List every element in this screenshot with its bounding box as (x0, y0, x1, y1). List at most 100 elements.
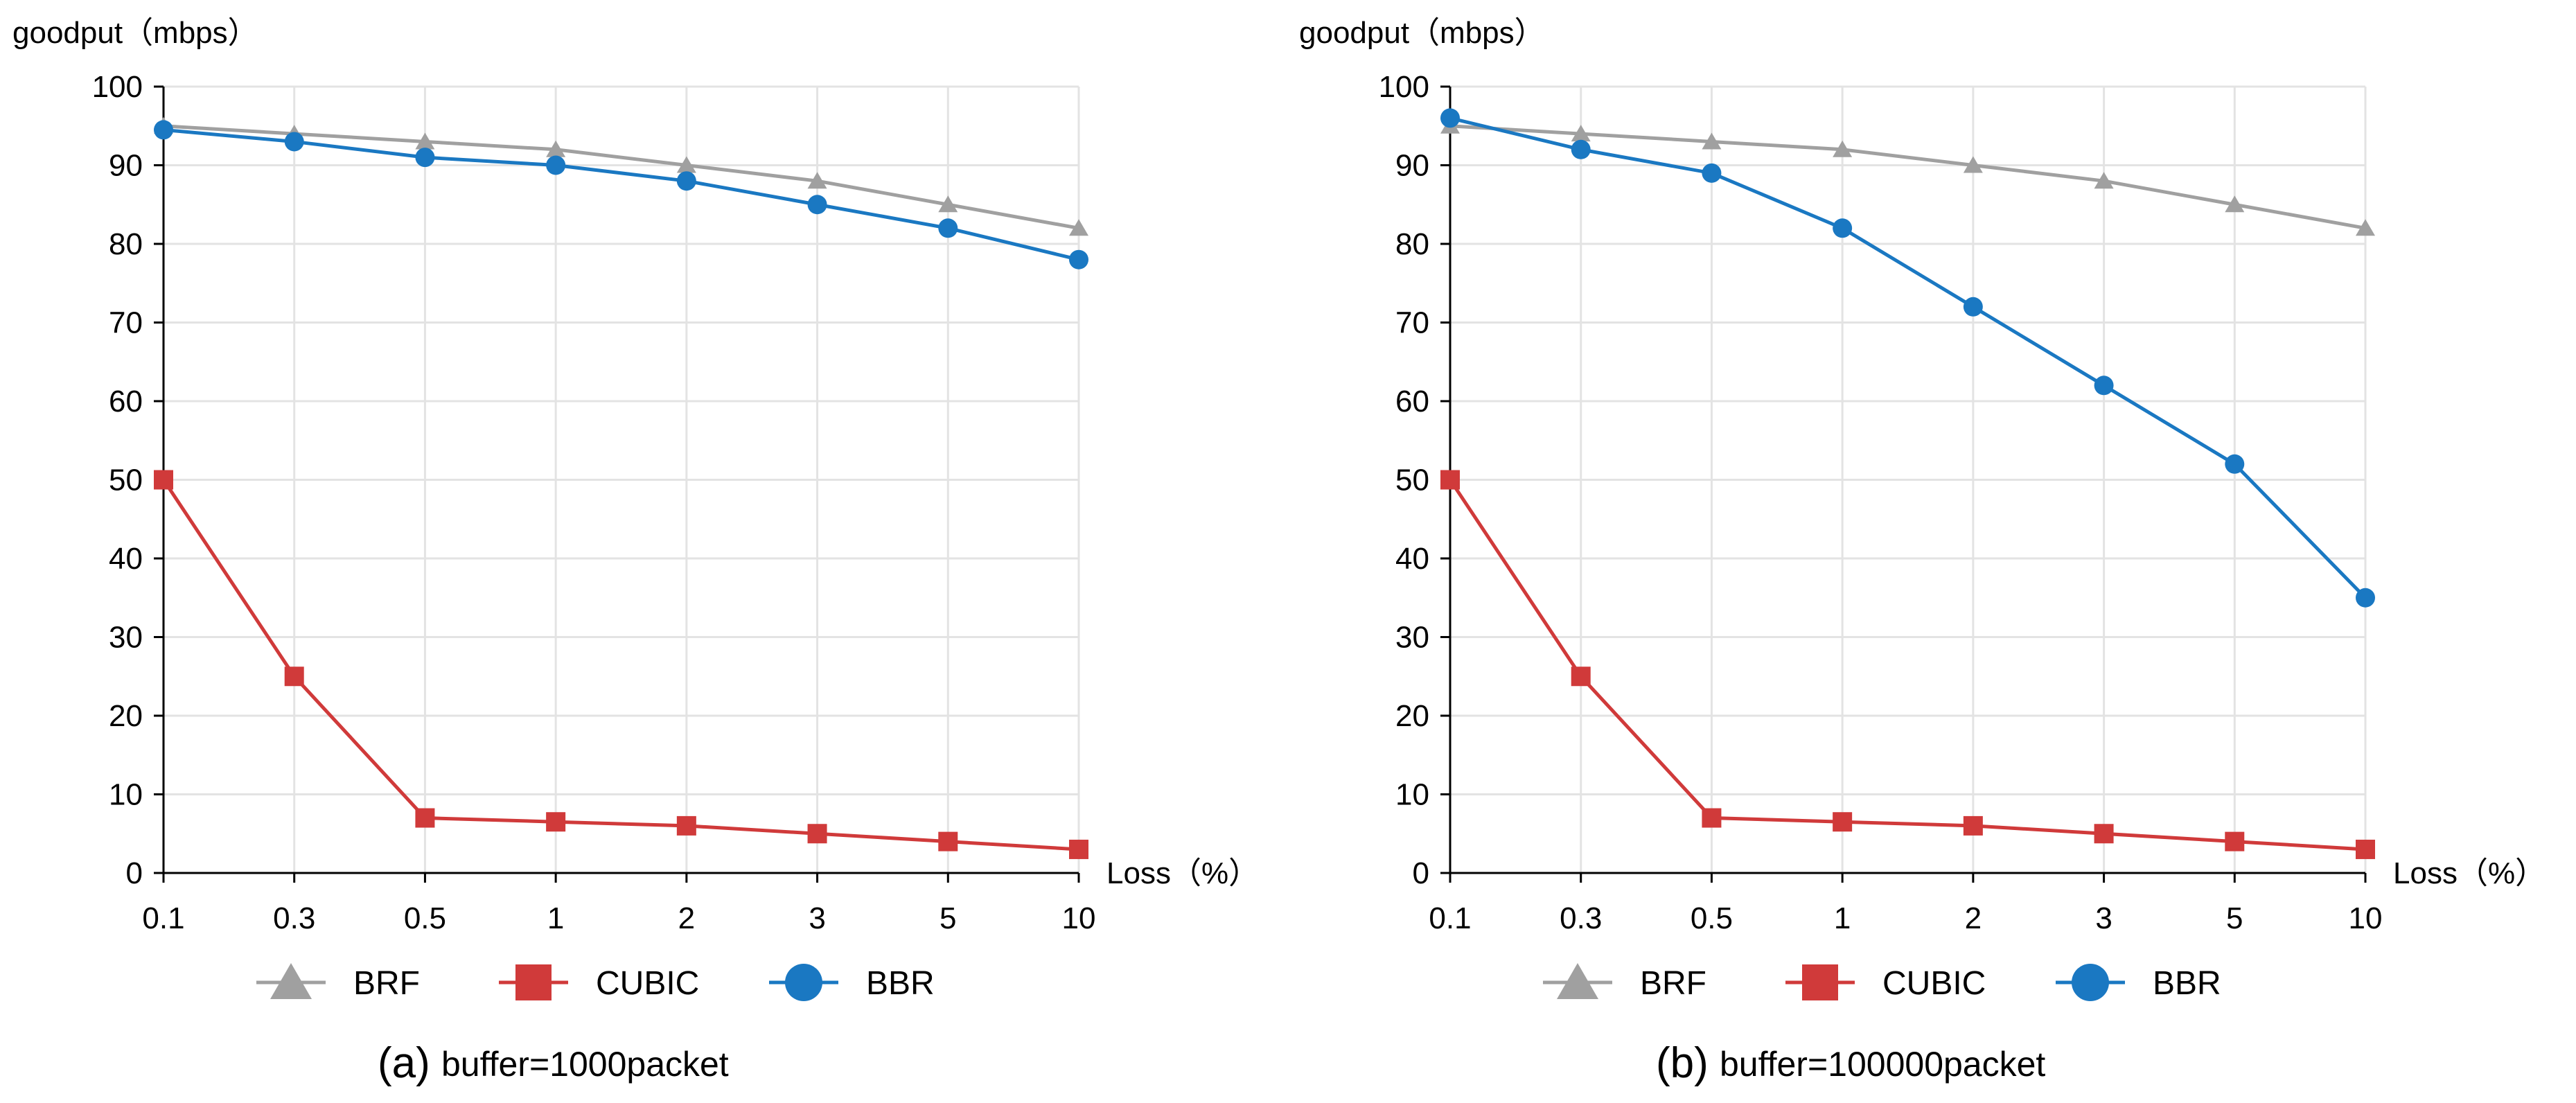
point-bbr-0.1 (1440, 108, 1460, 128)
x-tick-label: 1 (547, 901, 564, 935)
point-bbr-3 (807, 195, 827, 215)
y-tick-label: 20 (109, 699, 143, 733)
caption-letter: (a) (378, 1039, 430, 1087)
x-axis-title: Loss（%） (2393, 856, 2546, 890)
y-axis-title: goodput（mbps） (1299, 16, 1545, 50)
point-cubic-5 (2225, 831, 2245, 851)
point-cubic-0.1 (1440, 470, 1460, 490)
y-tick-label: 40 (109, 542, 143, 576)
y-tick-label: 0 (1413, 856, 1429, 890)
y-tick-label: 80 (1395, 227, 1429, 261)
point-cubic-5 (938, 831, 958, 851)
y-tick-label: 60 (109, 385, 143, 418)
legend-marker-brf (1557, 963, 1598, 999)
point-bbr-0.1 (154, 120, 173, 140)
point-brf-0.3 (1571, 125, 1591, 142)
y-tick-label: 70 (109, 306, 143, 340)
x-tick-label: 2 (1965, 901, 1982, 935)
y-tick-label: 30 (109, 621, 143, 655)
series-line-brf (163, 124, 1079, 230)
point-brf-2 (676, 156, 696, 173)
legend-label-bbr: BBR (2153, 965, 2221, 1002)
x-tick-label: 2 (678, 901, 695, 935)
point-brf-2 (1963, 156, 1983, 173)
y-tick-label: 50 (109, 464, 143, 497)
point-cubic-2 (676, 815, 696, 836)
x-tick-label: 5 (939, 901, 956, 935)
point-cubic-0.1 (154, 470, 173, 490)
y-tick-label: 100 (92, 70, 143, 104)
y-tick-label: 0 (126, 856, 143, 890)
point-bbr-2 (1963, 297, 1983, 317)
x-tick-label: 0.1 (142, 901, 184, 935)
x-tick-label: 0.5 (1691, 901, 1733, 935)
point-cubic-1 (546, 812, 566, 832)
y-tick-label: 20 (1395, 699, 1429, 733)
y-tick-label: 70 (1395, 306, 1429, 340)
point-cubic-2 (1963, 815, 1983, 836)
point-bbr-5 (938, 218, 958, 238)
x-tick-label: 10 (1062, 901, 1096, 935)
legend-marker-cubic (515, 964, 552, 1000)
series-line-brf (1449, 124, 2366, 230)
y-tick-label: 30 (1395, 621, 1429, 655)
caption-letter: (b) (1656, 1039, 1709, 1087)
legend-marker-brf (270, 963, 312, 999)
point-brf-0.5 (1702, 132, 1722, 150)
point-brf-10 (1069, 219, 1088, 236)
x-tick-label: 1 (1834, 901, 1851, 935)
chart-panel-a: 0 10 20 30 40 50 60 70 80 90 100 0.1 0.3 0.5 1 2 3 5 10 goo… (12, 16, 1259, 1087)
chart-panel-b: 0 10 20 30 40 50 60 70 80 90 100 0.1 0.3 0.5 1 2 3 5 10 goo… (1299, 16, 2546, 1087)
point-brf-3 (2094, 172, 2114, 189)
point-bbr-10 (1069, 249, 1088, 270)
point-cubic-10 (1069, 839, 1088, 859)
point-cubic-0.3 (284, 667, 304, 687)
point-cubic-3 (2094, 824, 2114, 844)
point-brf-5 (2225, 195, 2245, 213)
x-tick-label: 0.1 (1429, 901, 1471, 935)
caption-text: buffer=100000packet (1720, 1045, 2045, 1084)
point-bbr-1 (1833, 218, 1853, 238)
series-line-bbr (163, 127, 1079, 262)
legend: BRF CUBIC BBR (1543, 963, 2221, 1002)
point-cubic-1 (1833, 812, 1853, 832)
point-bbr-3 (2094, 376, 2114, 396)
y-tick-label: 90 (109, 149, 143, 183)
legend-marker-bbr (2072, 964, 2109, 1001)
legend: BRF CUBIC BBR (256, 963, 935, 1002)
x-tick-label: 10 (2349, 901, 2383, 935)
x-tick-label: 5 (2226, 901, 2243, 935)
x-tick-label: 0.5 (404, 901, 446, 935)
point-bbr-0.3 (1571, 139, 1591, 159)
series-line-bbr (1449, 116, 2367, 599)
point-brf-3 (807, 172, 827, 189)
x-axis-title: Loss（%） (1106, 856, 1259, 890)
y-tick-label: 10 (109, 778, 143, 812)
legend-marker-bbr (785, 964, 822, 1001)
point-cubic-10 (2356, 839, 2375, 859)
legend-label-cubic: CUBIC (596, 965, 699, 1002)
y-tick-label: 100 (1379, 70, 1429, 104)
y-tick-label: 40 (1395, 542, 1429, 576)
point-bbr-0.5 (1702, 163, 1722, 183)
point-cubic-0.5 (415, 808, 435, 828)
series-line-cubic (161, 479, 1079, 851)
y-tick-label: 10 (1395, 778, 1429, 812)
point-cubic-0.5 (1702, 808, 1722, 828)
legend-label-brf: BRF (353, 965, 420, 1002)
point-brf-5 (938, 195, 958, 213)
x-tick-label: 3 (809, 901, 825, 935)
point-bbr-10 (2356, 588, 2375, 608)
y-tick-label: 80 (109, 227, 143, 261)
point-brf-10 (2356, 219, 2375, 236)
point-bbr-1 (546, 155, 566, 175)
legend-label-cubic: CUBIC (1882, 965, 1986, 1002)
x-tick-label: 0.3 (1560, 901, 1602, 935)
y-tick-label: 60 (1395, 385, 1429, 418)
series-line-cubic (1448, 479, 2366, 851)
y-tick-label: 50 (1395, 464, 1429, 497)
y-axis-title: goodput（mbps） (12, 16, 258, 50)
caption-text: buffer=1000packet (441, 1045, 729, 1084)
x-tick-label: 3 (2095, 901, 2112, 935)
